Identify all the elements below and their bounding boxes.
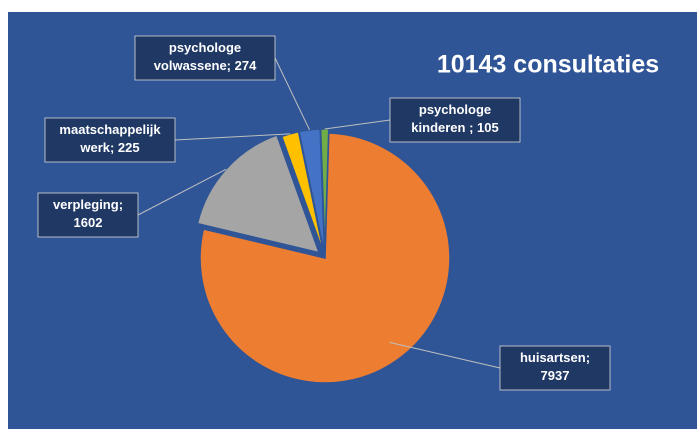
- chart-title: 10143 consultaties: [437, 51, 659, 79]
- data-label: psychologe kinderen ; 105: [411, 102, 498, 135]
- leader-line: [324, 119, 391, 130]
- leader-line: [137, 168, 227, 216]
- data-label: huisartsen; 7937: [520, 350, 590, 383]
- label-box: [134, 35, 276, 81]
- label-box: [389, 97, 521, 143]
- pie-slice: [199, 132, 451, 384]
- pie-slice: [319, 128, 330, 255]
- leader-line: [389, 341, 501, 369]
- data-label: verpleging; 1602: [53, 197, 123, 230]
- leader-line: [174, 133, 291, 141]
- label-box: [37, 192, 139, 238]
- label-box: [44, 117, 176, 163]
- leader-line: [274, 57, 311, 131]
- label-box: [499, 345, 611, 391]
- data-label: maatschappelijk werk; 225: [59, 122, 161, 155]
- data-label: psychologe volwassene; 274: [154, 40, 257, 73]
